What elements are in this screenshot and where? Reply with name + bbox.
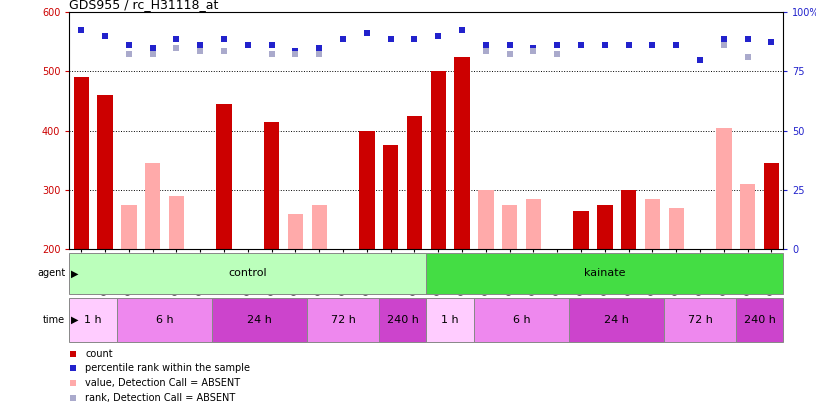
Text: 6 h: 6 h [156, 315, 173, 325]
Text: 1 h: 1 h [441, 315, 459, 325]
Bar [97, 95, 113, 249]
Text: 1 h: 1 h [84, 315, 102, 325]
Bar [145, 163, 161, 249]
Bar [121, 205, 136, 249]
Bar [73, 77, 89, 249]
Text: percentile rank within the sample: percentile rank within the sample [85, 363, 250, 373]
Bar [69, 253, 426, 294]
Bar [431, 71, 446, 249]
Bar [597, 205, 613, 249]
Bar [716, 128, 732, 249]
Text: control: control [228, 269, 267, 278]
Bar [764, 163, 779, 249]
Bar [216, 104, 232, 249]
Bar [383, 145, 398, 249]
Bar [264, 122, 279, 249]
Bar [474, 298, 570, 342]
Bar [668, 208, 684, 249]
Bar [621, 190, 636, 249]
Text: GDS955 / rc_H31118_at: GDS955 / rc_H31118_at [69, 0, 219, 11]
Text: 240 h: 240 h [387, 315, 419, 325]
Text: 6 h: 6 h [512, 315, 530, 325]
Text: agent: agent [37, 269, 65, 278]
Text: count: count [85, 349, 113, 358]
Bar [212, 298, 308, 342]
Text: time: time [43, 315, 65, 325]
Bar [264, 208, 279, 249]
Bar [502, 205, 517, 249]
Bar [406, 116, 422, 249]
Text: 24 h: 24 h [247, 315, 273, 325]
Bar [117, 298, 212, 342]
Text: ▶: ▶ [71, 269, 78, 278]
Bar [455, 57, 470, 249]
Bar [169, 196, 184, 249]
Bar [312, 205, 327, 249]
Bar [359, 130, 375, 249]
Text: value, Detection Call = ABSENT: value, Detection Call = ABSENT [85, 378, 240, 388]
Bar [288, 213, 304, 249]
Text: 24 h: 24 h [605, 315, 629, 325]
Bar [740, 184, 756, 249]
Bar [426, 253, 783, 294]
Bar [645, 199, 660, 249]
Text: kainate: kainate [584, 269, 626, 278]
Bar [426, 298, 474, 342]
Text: rank, Detection Call = ABSENT: rank, Detection Call = ABSENT [85, 393, 235, 403]
Bar [736, 298, 783, 342]
Text: 72 h: 72 h [330, 315, 356, 325]
Bar [574, 211, 589, 249]
Bar [569, 298, 664, 342]
Bar [664, 298, 736, 342]
Text: ▶: ▶ [71, 315, 78, 325]
Bar [478, 190, 494, 249]
Text: 72 h: 72 h [688, 315, 712, 325]
Bar [69, 298, 117, 342]
Bar [308, 298, 379, 342]
Bar [526, 199, 541, 249]
Text: 240 h: 240 h [743, 315, 775, 325]
Bar [379, 298, 427, 342]
